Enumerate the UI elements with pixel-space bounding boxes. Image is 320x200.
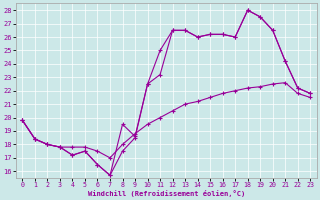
- X-axis label: Windchill (Refroidissement éolien,°C): Windchill (Refroidissement éolien,°C): [88, 190, 245, 197]
